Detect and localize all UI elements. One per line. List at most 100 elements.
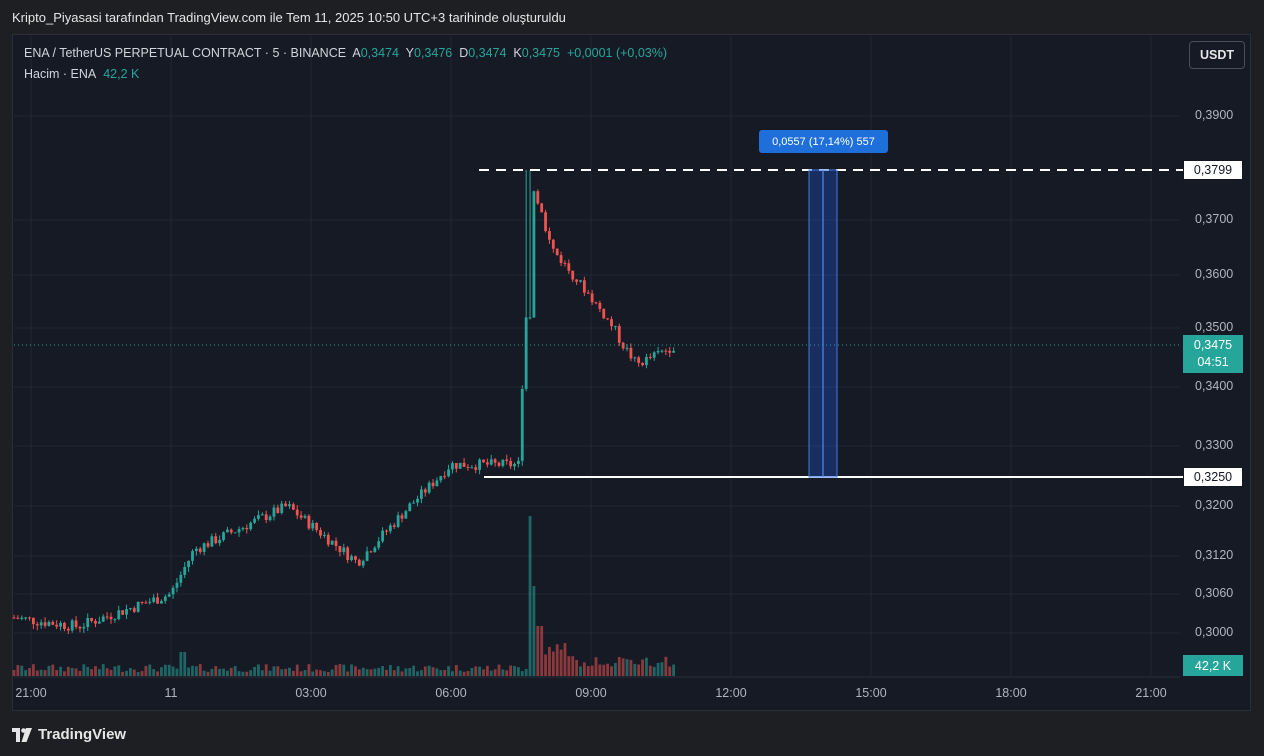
candle-body	[555, 248, 559, 256]
candle-body	[311, 522, 315, 529]
volume-bar	[388, 665, 392, 676]
volume-bar	[47, 665, 51, 676]
symbol-label[interactable]: ENA / TetherUS PERPETUAL CONTRACT · 5 · …	[24, 46, 347, 60]
candle-body	[610, 319, 613, 327]
candle-body	[342, 547, 346, 553]
candle-body	[171, 587, 175, 595]
candle-body	[404, 511, 408, 519]
volume-bar	[326, 671, 330, 676]
volume-bar	[117, 665, 121, 676]
candle-body	[489, 459, 493, 465]
candle-body	[427, 482, 431, 493]
volume-bar	[334, 665, 338, 676]
candle-body	[194, 548, 198, 552]
volume-bar	[66, 666, 70, 676]
volume-bar	[505, 670, 509, 676]
volume-bar	[672, 664, 675, 676]
volume-bar	[257, 664, 260, 676]
currency-button[interactable]: USDT	[1189, 41, 1245, 69]
volume-bar	[288, 667, 291, 676]
volume-bars	[12, 516, 675, 676]
volume-bar	[458, 670, 462, 676]
tradingview-brand-text: TradingView	[38, 726, 127, 743]
candle-body	[614, 326, 617, 328]
volume-bar	[350, 664, 353, 676]
volume-bar	[179, 652, 183, 676]
candle-body	[377, 541, 381, 548]
volume-bar	[229, 667, 233, 676]
volume-bar	[408, 668, 412, 676]
candle-body	[117, 610, 121, 620]
candle-body	[20, 617, 24, 619]
volume-bar	[586, 666, 590, 676]
volume-bar	[357, 669, 361, 676]
volume-bar	[20, 665, 24, 676]
candle-body	[295, 509, 299, 516]
volume-bar	[524, 668, 528, 676]
volume-bar	[544, 654, 547, 676]
volume-bar	[264, 664, 268, 676]
candle-body	[206, 543, 210, 547]
volume-bar	[381, 666, 384, 676]
candle-body	[586, 292, 590, 294]
candle-body	[350, 556, 353, 561]
candle-body	[187, 560, 190, 568]
volume-bar	[513, 665, 516, 676]
candle-body	[660, 350, 664, 352]
volume-bar	[39, 669, 43, 676]
chart-frame[interactable]	[12, 34, 1251, 711]
x-tick-label: 11	[164, 686, 178, 700]
volume-bar	[12, 670, 16, 676]
candle-body	[551, 239, 555, 249]
candle-body	[276, 507, 280, 513]
volume-bar	[132, 669, 136, 676]
volume-bar	[641, 659, 644, 676]
volume-bar	[82, 664, 86, 676]
candle-body	[315, 522, 319, 531]
volume-bar	[621, 658, 625, 676]
candle-body	[121, 610, 125, 615]
candle-body	[12, 617, 16, 619]
volume-bar	[163, 664, 167, 676]
volume-bar	[191, 665, 194, 676]
x-tick-label: 21:00	[1135, 686, 1167, 700]
volume-tag: 42,2 K	[1183, 655, 1243, 676]
candle-body	[307, 515, 311, 529]
volume-bar	[175, 668, 179, 676]
volume-bar	[404, 668, 408, 676]
volume-label[interactable]: Hacim · ENA	[24, 67, 97, 81]
candle-body	[520, 388, 524, 461]
volume-bar	[342, 664, 346, 676]
candle-body	[125, 609, 128, 615]
candle-body	[567, 263, 571, 271]
candle-body	[474, 467, 478, 470]
candle-body	[641, 362, 644, 366]
candle-body	[167, 594, 171, 597]
candle-body	[598, 302, 602, 309]
volume-bar	[598, 664, 602, 676]
volume-bar	[482, 669, 485, 676]
candle-body	[664, 350, 668, 352]
candle-body	[443, 476, 447, 478]
volume-bar	[148, 664, 152, 676]
volume-bar	[416, 671, 419, 676]
volume-bar	[652, 666, 656, 676]
candle-body	[346, 547, 350, 561]
y-tick-label: 0,3700	[1195, 212, 1234, 226]
x-tick-label: 09:00	[575, 686, 607, 700]
candle-body	[284, 503, 287, 507]
volume-bar	[160, 667, 163, 676]
change-value: +0,0001 (+0,03%)	[566, 46, 668, 60]
candle-body	[229, 529, 233, 533]
candle-body	[214, 536, 218, 544]
volume-bar	[590, 665, 594, 676]
tradingview-logo[interactable]: TradingView	[12, 726, 126, 743]
candle-body	[617, 326, 621, 343]
high-line-price-tag: 0,3799	[1183, 160, 1243, 180]
candle-body	[435, 480, 439, 487]
candle-body	[323, 534, 326, 536]
candle-body	[90, 617, 93, 621]
volume-bar	[443, 670, 447, 676]
volume-bar	[214, 666, 218, 676]
